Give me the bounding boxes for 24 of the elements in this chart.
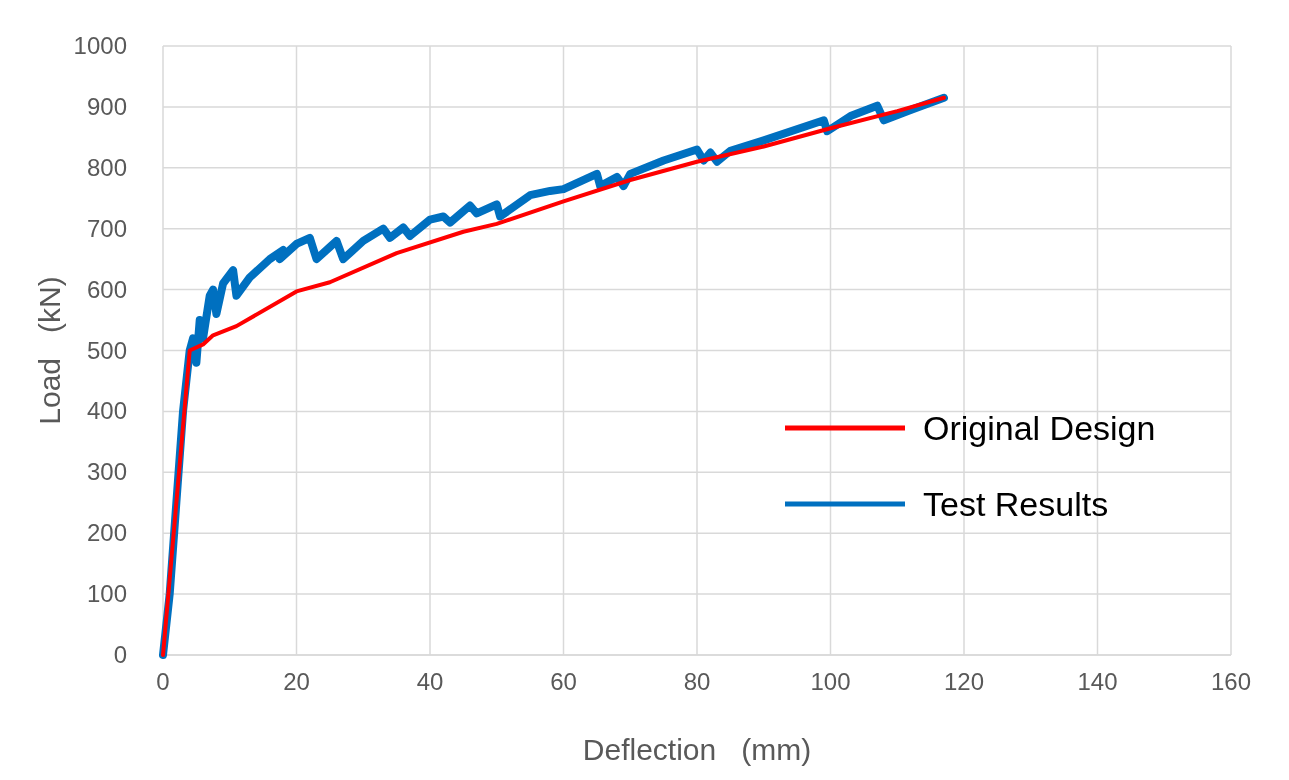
- y-tick-label: 100: [86, 580, 127, 608]
- x-tick-label: 140: [1077, 668, 1118, 695]
- y-tick-label: 1000: [73, 32, 127, 59]
- y-tick-label: 900: [86, 92, 127, 120]
- x-tick-label: 20: [283, 668, 310, 695]
- x-tick-label: 120: [943, 668, 985, 695]
- x-tick-label: 40: [416, 668, 444, 695]
- x-tick-label: 160: [1210, 668, 1252, 695]
- y-tick-label: 500: [86, 336, 127, 364]
- x-tick-label: 100: [810, 668, 851, 695]
- x-tick-label: 60: [550, 668, 577, 695]
- y-tick-label: 700: [86, 214, 127, 242]
- y-tick-label: 600: [86, 275, 127, 303]
- x-tick-label: 80: [683, 668, 711, 695]
- y-tick-label: 200: [86, 519, 127, 547]
- legend-label: Test Results: [923, 485, 1109, 523]
- y-tick-label: 0: [113, 641, 127, 668]
- legend-label: Original Design: [923, 409, 1156, 447]
- x-axis-title: Deflection (mm): [582, 733, 812, 766]
- x-tick-label: 0: [156, 668, 170, 695]
- y-axis-title: Load (kN): [33, 276, 66, 425]
- y-tick-label: 400: [86, 397, 127, 425]
- y-tick-label: 300: [86, 458, 127, 486]
- y-tick-label: 800: [86, 153, 127, 181]
